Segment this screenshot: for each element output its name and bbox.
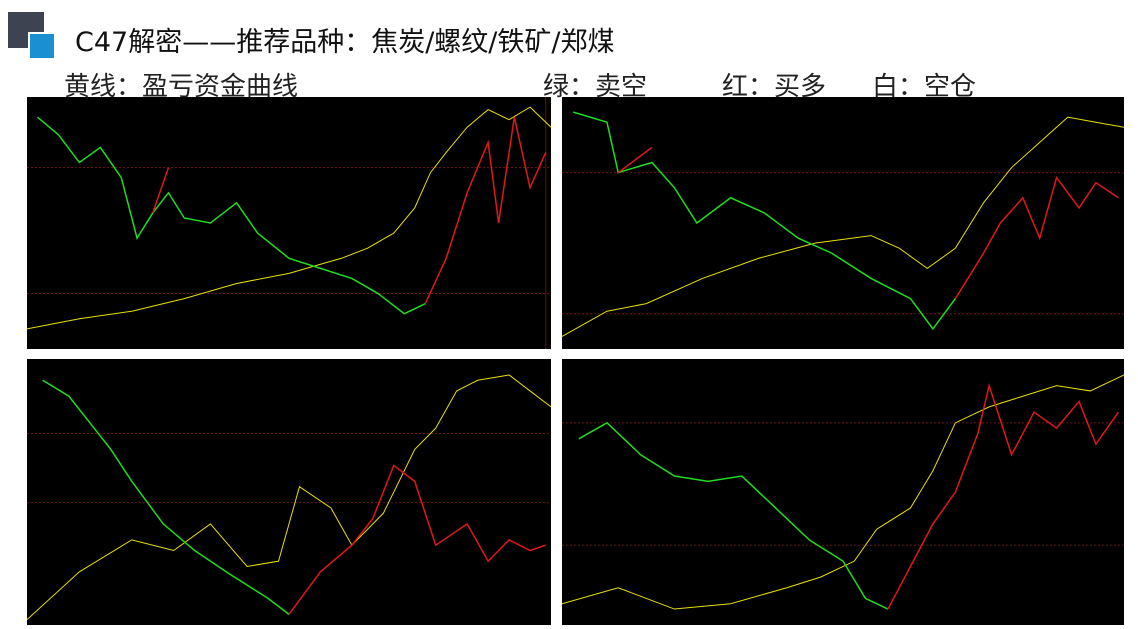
chart-image bbox=[27, 97, 551, 349]
decor-square bbox=[28, 32, 56, 60]
chart-screenshot bbox=[562, 97, 1124, 349]
chart-screenshot bbox=[27, 359, 551, 625]
slide-title: C47解密——推荐品种：焦炭/螺纹/铁矿/郑煤 bbox=[75, 27, 615, 58]
chart-image bbox=[562, 359, 1124, 625]
chart-image bbox=[562, 97, 1124, 349]
chart-screenshot bbox=[27, 97, 551, 349]
chart-image bbox=[27, 359, 551, 625]
chart-screenshot bbox=[562, 359, 1124, 625]
